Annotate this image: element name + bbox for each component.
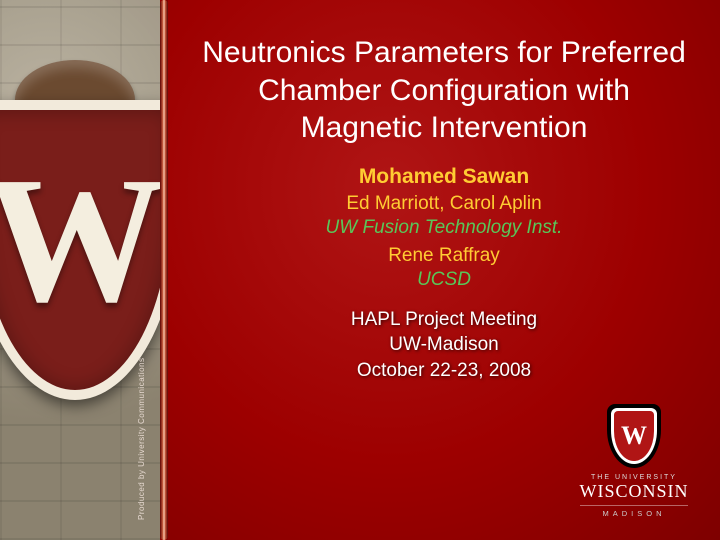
logo-shield-letter: W <box>614 411 654 461</box>
logo-divider <box>580 505 688 506</box>
side-credit-text: Produced by University Communications <box>137 357 146 520</box>
logo-line1: THE UNIVERSITY <box>574 474 694 481</box>
institution-1: UW Fusion Technology Inst. <box>196 217 692 239</box>
content-area: Neutronics Parameters for Preferred Cham… <box>168 0 720 540</box>
wall-crest: W <box>0 60 160 460</box>
logo-city: MADISON <box>574 509 694 518</box>
slide-title: Neutronics Parameters for Preferred Cham… <box>196 34 692 147</box>
crest-shield: W <box>0 100 160 400</box>
authors-secondary: Ed Marriott, Carol Aplin <box>196 193 692 215</box>
meeting-dates: October 22-23, 2008 <box>196 358 692 384</box>
meeting-block: HAPL Project Meeting UW-Madison October … <box>196 307 692 384</box>
author-primary: Mohamed Sawan <box>196 165 692 189</box>
vertical-divider <box>160 0 168 540</box>
slide: W Produced by University Communications … <box>0 0 720 540</box>
author-2: Rene Raffray <box>196 245 692 267</box>
logo-shield-inner: W <box>611 408 657 464</box>
logo-name: WISCONSIN <box>574 481 694 502</box>
crest-letter: W <box>0 150 160 330</box>
university-logo: W THE UNIVERSITY WISCONSIN MADISON <box>574 404 694 518</box>
meeting-name: HAPL Project Meeting <box>196 307 692 333</box>
institution-2: UCSD <box>196 269 692 291</box>
left-image-column: W Produced by University Communications <box>0 0 160 540</box>
meeting-location: UW-Madison <box>196 332 692 358</box>
logo-shield: W <box>607 404 661 468</box>
